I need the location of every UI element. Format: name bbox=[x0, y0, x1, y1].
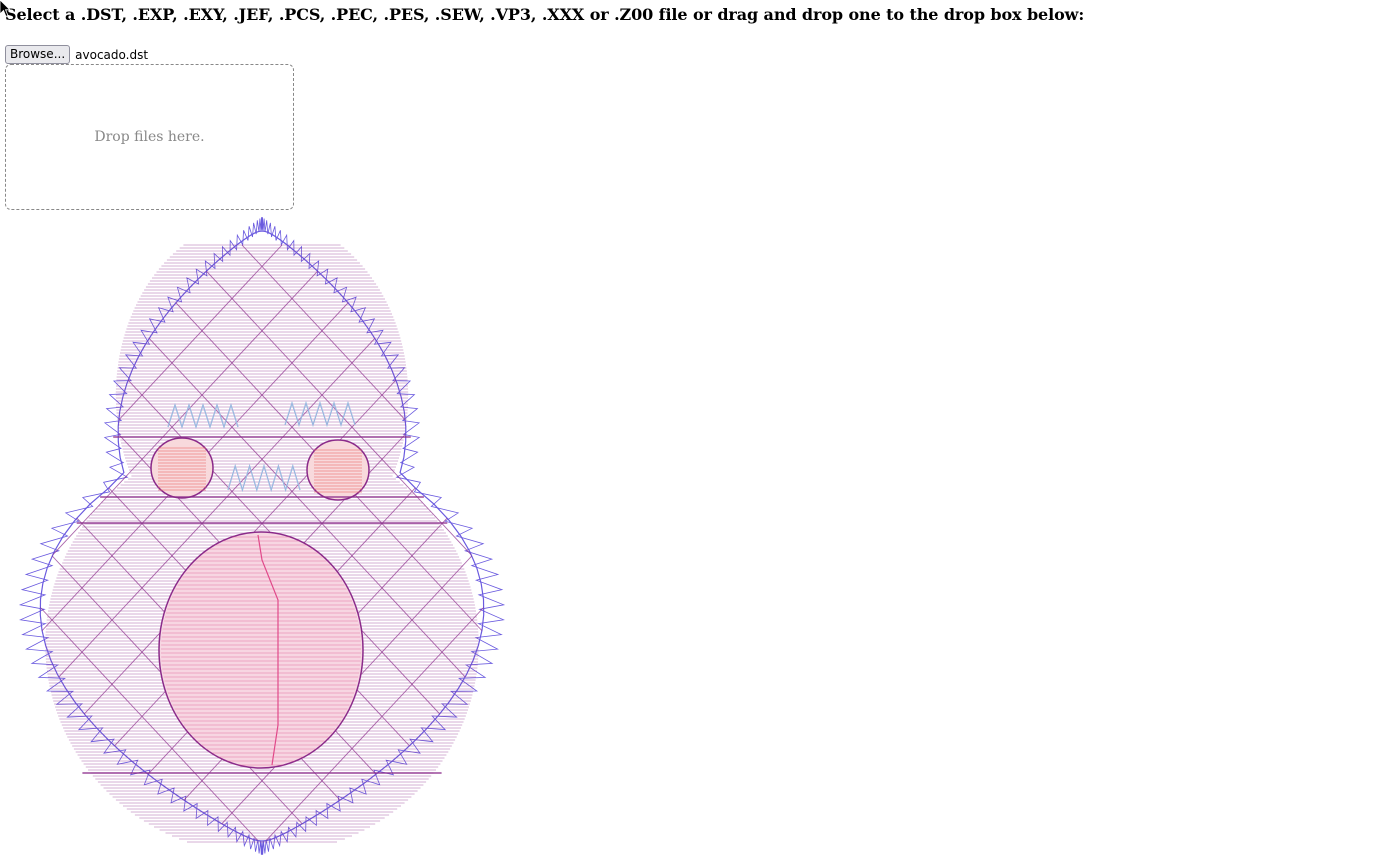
eye-stitch bbox=[167, 402, 239, 430]
travel-stitch bbox=[181, 244, 484, 841]
travel-stitch bbox=[40, 244, 83, 841]
travel-stitch bbox=[81, 244, 484, 841]
embroidery-preview bbox=[18, 216, 506, 856]
outline-stitches bbox=[39, 230, 485, 842]
travel-stitch bbox=[40, 244, 43, 841]
mouse-cursor-icon bbox=[0, 0, 11, 18]
belly-line bbox=[257, 534, 279, 766]
travel-stitch bbox=[40, 244, 443, 841]
travel-stitch bbox=[121, 244, 484, 841]
cheek-shape bbox=[150, 437, 214, 499]
travel-stitch bbox=[40, 244, 283, 841]
travel-stitch bbox=[61, 244, 484, 841]
file-input[interactable]: Browse... avocado.dst bbox=[5, 45, 148, 64]
travel-stitch bbox=[40, 244, 263, 841]
travel-stitch bbox=[40, 244, 343, 841]
selected-file-name: avocado.dst bbox=[75, 47, 149, 62]
browse-button[interactable]: Browse... bbox=[5, 45, 71, 64]
travel-stitch bbox=[261, 244, 484, 841]
outer-border-stitches bbox=[18, 216, 506, 856]
eye-stitch bbox=[227, 463, 301, 493]
cheek-shape bbox=[306, 439, 370, 501]
page-heading: Select a .DST, .EXP, .EXY, .JEF, .PCS, .… bbox=[5, 5, 1085, 24]
travel-stitch bbox=[481, 244, 484, 841]
drop-box-label: Drop files here. bbox=[94, 129, 205, 145]
eye-stitch bbox=[284, 400, 356, 428]
travel-stitch bbox=[40, 244, 403, 841]
embroidery-canvas bbox=[0, 205, 530, 862]
belly-shape bbox=[158, 531, 364, 769]
drop-box[interactable]: Drop files here. bbox=[5, 64, 294, 210]
travel-stitch bbox=[40, 244, 463, 841]
travel-stitch bbox=[241, 244, 484, 841]
travel-stitch bbox=[441, 244, 484, 841]
